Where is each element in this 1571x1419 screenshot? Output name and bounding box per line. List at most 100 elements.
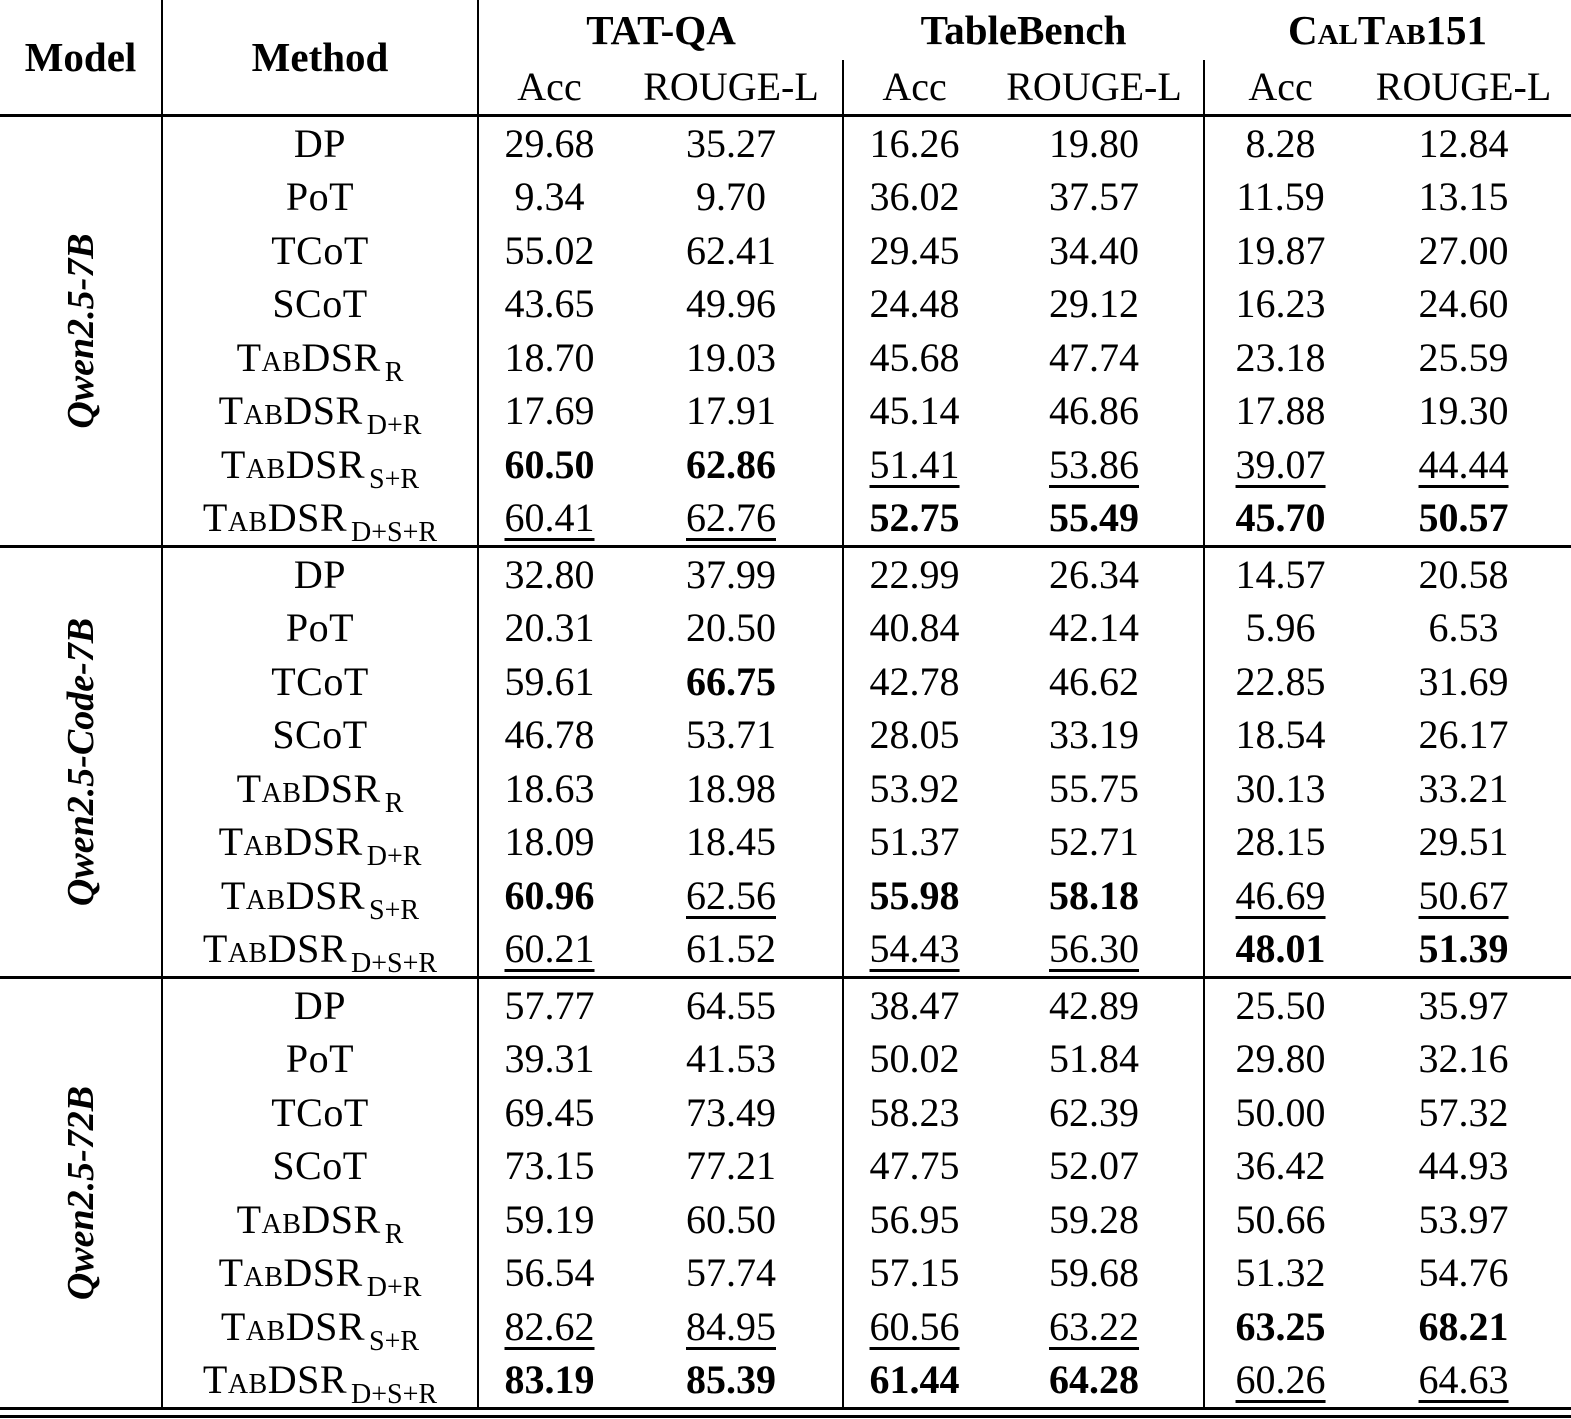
method-cell: TabDSR D+R	[162, 384, 479, 440]
method-variant-subscript: D+S+R	[351, 517, 438, 549]
metric-value: 62.41	[620, 224, 845, 278]
method-cell: TabDSR R	[162, 1193, 479, 1250]
metric-value: 19.03	[620, 331, 845, 385]
method-name: DP	[293, 551, 347, 597]
metric-value: 61.52	[620, 922, 845, 978]
model-name-cell: Qwen2.5-7B	[0, 115, 163, 547]
metric-value: 46.86	[985, 384, 1206, 438]
metric-value: 62.76	[620, 491, 845, 547]
metric-value: 47.75	[869, 1143, 960, 1189]
metric-value: 18.54	[1235, 712, 1326, 758]
metric-value: 19.80	[985, 115, 1206, 171]
column-header-method: Method	[162, 0, 479, 116]
metric-value: 58.18	[985, 869, 1206, 923]
metric-value: 53.71	[620, 708, 845, 762]
table-row: TabDSR R 18.70 19.03 45.68 47.74 23.18 25.59	[0, 331, 1571, 388]
method-name: TabDSR	[218, 1250, 363, 1296]
model-name-cell: Qwen2.5-72B	[0, 977, 163, 1407]
metric-value: 18.70	[504, 334, 595, 380]
metric-value: 45.70	[1235, 495, 1326, 541]
metric-value: 45.14	[869, 388, 960, 434]
method-cell: SCoT	[162, 1139, 479, 1193]
metric-value: 60.50	[620, 1193, 845, 1247]
metric-value: 24.48	[869, 281, 960, 327]
table-row: TCoT 59.61 66.75 42.78 46.62 22.85 31.69	[0, 655, 1571, 709]
table-row: TabDSR D+S+R 60.41 62.76 52.75 55.49 45.70 50.5…	[0, 491, 1571, 549]
metric-value: 19.87	[1235, 227, 1326, 273]
metric-value: 29.68	[504, 120, 595, 166]
method-name: TabDSR	[236, 1196, 381, 1242]
method-cell: DP	[162, 546, 479, 602]
method-name: TCoT	[271, 1089, 369, 1135]
method-name: TabDSR	[202, 495, 348, 541]
table-row: PoT 20.31 20.50 40.84 42.14 5.96 6.53	[0, 601, 1571, 655]
method-name: SCoT	[272, 712, 368, 758]
header-group-row: Model Method TAT-QA TableBench CalTab151	[0, 0, 1571, 116]
metric-value: 11.59	[1236, 174, 1325, 220]
table-row: TabDSR S+R 60.96 62.56 55.98 58.18 46.69 50.67	[0, 869, 1571, 924]
metric-value: 18.63	[504, 765, 595, 811]
metric-value: 64.55	[620, 977, 845, 1033]
column-header-caltab151-rougel: ROUGE-L	[1375, 64, 1552, 109]
metric-value: 46.62	[985, 655, 1206, 709]
metric-value: 18.98	[620, 762, 845, 816]
column-header-tatqa-rougel: ROUGE-L	[620, 60, 845, 116]
metric-value: 52.75	[869, 495, 960, 541]
metric-value: 36.42	[1235, 1143, 1326, 1189]
method-cell: DP	[162, 977, 479, 1033]
table-row: TabDSR S+R 82.62 84.95 60.56 63.22 63.25 68.21	[0, 1300, 1571, 1357]
table-row: TCoT 69.45 73.49 58.23 62.39 50.00 57.32	[0, 1086, 1571, 1140]
metric-value: 59.19	[504, 1196, 595, 1242]
table-row: TabDSR S+R 60.50 62.86 51.41 53.86 39.07 44.44	[0, 438, 1571, 495]
metric-value: 35.27	[620, 115, 845, 171]
metric-value: 54.76	[1418, 1250, 1509, 1296]
metric-value: 39.31	[504, 1036, 595, 1082]
metric-value: 57.77	[504, 982, 595, 1028]
method-name: TabDSR	[236, 765, 381, 811]
metric-value: 24.60	[1418, 281, 1509, 327]
metric-value: 51.32	[1235, 1250, 1326, 1296]
model-block: Qwen2.5-7B DP 29.68 35.27 16.26 19.80 8.28 12.8…	[0, 115, 1571, 549]
metric-value: 60.21	[504, 926, 595, 972]
group-header-caltab151: CalTab151	[1288, 6, 1488, 53]
metric-value: 60.41	[504, 495, 595, 541]
table-row: TabDSR D+R 18.09 18.45 51.37 52.71 28.15 29.51	[0, 815, 1571, 871]
metric-value: 27.00	[1418, 227, 1509, 273]
metric-value: 62.56	[620, 869, 845, 923]
metric-value: 57.74	[620, 1246, 845, 1300]
metric-value: 22.99	[869, 551, 960, 597]
metric-value: 26.17	[1418, 712, 1509, 758]
metric-value: 60.56	[869, 1303, 960, 1349]
metric-value: 25.59	[1418, 334, 1509, 380]
method-variant-subscript: R	[384, 1218, 404, 1250]
metric-value: 28.05	[869, 712, 960, 758]
table-row: TCoT 55.02 62.41 29.45 34.40 19.87 27.00	[0, 224, 1571, 278]
model-name: Qwen2.5-Code-7B	[59, 617, 102, 907]
metric-value: 52.07	[985, 1139, 1206, 1193]
table-row: SCoT 73.15 77.21 47.75 52.07 36.42 44.93	[0, 1139, 1571, 1193]
metric-value: 5.96	[1245, 605, 1316, 651]
metric-value: 53.86	[985, 438, 1206, 492]
column-header-tablebench-rougel: ROUGE-L	[985, 60, 1206, 116]
metric-value: 62.86	[620, 438, 845, 492]
method-name: TabDSR	[218, 819, 363, 865]
method-cell: TabDSR R	[162, 762, 479, 817]
metric-value: 16.26	[869, 120, 960, 166]
table-header: Model Method TAT-QA TableBench CalTab151…	[0, 0, 1571, 116]
metric-value: 45.68	[869, 334, 960, 380]
metric-value: 20.31	[504, 605, 595, 651]
metric-value: 69.45	[504, 1089, 595, 1135]
metric-value: 55.98	[869, 872, 960, 918]
method-cell: TabDSR S+R	[162, 1300, 479, 1357]
method-variant-subscript: R	[384, 356, 404, 388]
table-row: Qwen2.5-Code-7B DP 32.80 37.99 22.99 26.34 14.…	[0, 546, 1571, 978]
method-variant-subscript: S+R	[369, 463, 420, 495]
method-cell: PoT	[162, 601, 479, 655]
method-cell: TCoT	[162, 224, 479, 278]
metric-value: 56.54	[504, 1250, 595, 1296]
method-variant-subscript: S+R	[369, 1325, 420, 1357]
method-name: DP	[293, 120, 347, 166]
metric-value: 51.37	[869, 819, 960, 865]
metric-value: 40.84	[869, 605, 960, 651]
